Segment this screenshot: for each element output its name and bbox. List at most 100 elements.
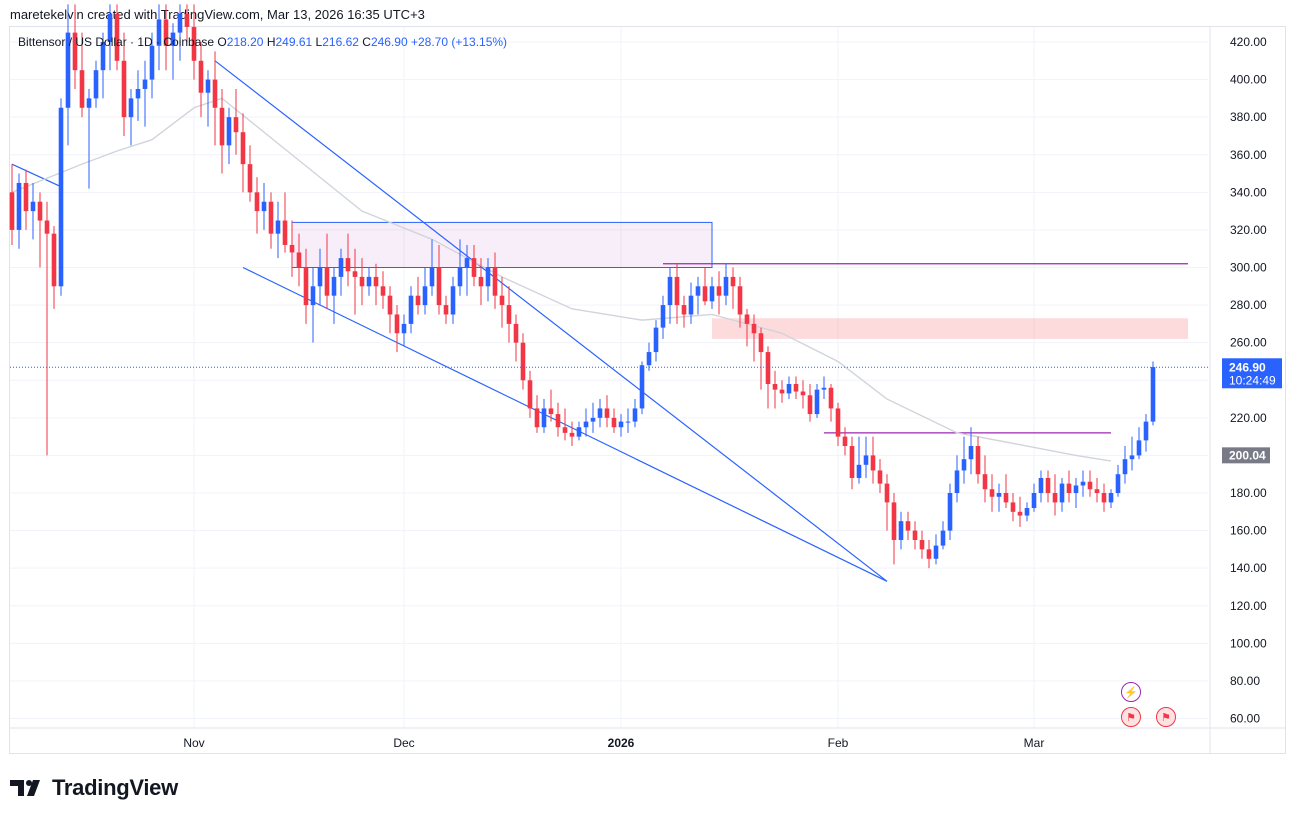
candle-body: [653, 327, 659, 353]
candle-body: [674, 276, 680, 306]
candle-body: [205, 79, 211, 93]
x-tick-label: Feb: [828, 736, 849, 750]
candle: [198, 42, 204, 118]
candle-body: [611, 417, 617, 428]
candle-body: [366, 276, 372, 287]
candle: [443, 295, 449, 324]
candle-body: [1108, 493, 1114, 503]
candle: [898, 511, 904, 550]
candle: [212, 51, 218, 146]
candle: [702, 267, 708, 306]
x-tick-label: Mar: [1024, 736, 1045, 750]
candle-body: [1073, 485, 1079, 493]
candle-body: [1038, 477, 1044, 493]
candle: [842, 427, 848, 456]
candle-body: [954, 470, 960, 493]
low-label: L: [315, 35, 323, 49]
candle: [93, 60, 99, 108]
candle-body: [373, 276, 379, 287]
y-tick-label: 380.00: [1230, 110, 1267, 124]
candle: [1087, 470, 1093, 497]
candle-body: [947, 493, 953, 531]
candle: [695, 276, 701, 315]
candle-body: [667, 276, 673, 306]
candle: [380, 271, 386, 309]
candle-body: [198, 60, 204, 93]
wedge-upper-trendline: [214, 60, 888, 582]
us-flag-event-icon[interactable]: ⚑: [1121, 707, 1141, 727]
candle: [72, 4, 78, 89]
x-tick-label: Nov: [183, 736, 204, 750]
candle-body: [107, 13, 113, 42]
y-tick-label: 280.00: [1230, 298, 1267, 312]
ma-price-tag: [1222, 447, 1270, 464]
candle: [541, 399, 547, 433]
candle: [9, 164, 15, 245]
candle-body: [296, 252, 302, 268]
candle: [261, 182, 267, 230]
candle-body: [1059, 483, 1065, 503]
candle: [1010, 493, 1016, 522]
candle: [555, 402, 561, 437]
candle-body: [919, 539, 925, 550]
lightning-event-icon[interactable]: ⚡: [1121, 682, 1141, 702]
candle-body: [149, 45, 155, 80]
candle-body: [1122, 459, 1128, 475]
candle: [338, 248, 344, 296]
candle: [219, 88, 225, 174]
candle-body: [807, 395, 813, 415]
candle-body: [72, 32, 78, 71]
candle: [674, 263, 680, 324]
candle-body: [16, 182, 22, 230]
candle: [961, 436, 967, 484]
candle: [142, 60, 148, 127]
us-flag-event-icon-2[interactable]: ⚑: [1156, 707, 1176, 727]
candle: [562, 408, 568, 441]
y-tick-label: 260.00: [1230, 336, 1267, 350]
candle-body: [317, 267, 323, 287]
candle-body: [359, 276, 365, 287]
candle-body: [506, 305, 512, 324]
candle-body: [632, 408, 638, 422]
early-trendline: [11, 163, 62, 188]
candle-body: [401, 323, 407, 334]
candle-body: [961, 459, 967, 471]
open-label: O: [217, 35, 227, 49]
candle: [856, 436, 862, 484]
candle-body: [1031, 493, 1037, 509]
candle-body: [58, 107, 64, 287]
candle-body: [779, 389, 785, 394]
candle-body: [835, 408, 841, 437]
candle-body: [576, 427, 582, 437]
tradingview-logo-icon: [10, 780, 40, 796]
candle: [877, 459, 883, 493]
candle-body: [898, 521, 904, 540]
candle-body: [93, 70, 99, 99]
candle-body: [772, 384, 778, 390]
candle: [58, 98, 64, 296]
candle: [471, 244, 477, 287]
candle: [492, 252, 498, 309]
candle-body: [1017, 511, 1023, 516]
candle-body: [548, 408, 554, 415]
candle-body: [135, 88, 141, 99]
candle: [947, 483, 953, 540]
candle-body: [51, 233, 57, 287]
candle: [79, 32, 85, 118]
candle: [373, 263, 379, 306]
candle-body: [814, 389, 820, 415]
y-tick-label: 60.00: [1230, 712, 1260, 726]
candle-body: [590, 417, 596, 422]
candle: [968, 427, 974, 475]
x-tick-label: Dec: [393, 736, 414, 750]
candle-body: [527, 380, 533, 409]
candle-body: [65, 32, 71, 108]
tradingview-logo[interactable]: TradingView: [10, 775, 178, 801]
y-tick-label: 400.00: [1230, 73, 1267, 87]
candle: [359, 258, 365, 306]
chart-grid: [10, 27, 1285, 753]
candle: [835, 402, 841, 447]
candle-body: [44, 220, 50, 234]
